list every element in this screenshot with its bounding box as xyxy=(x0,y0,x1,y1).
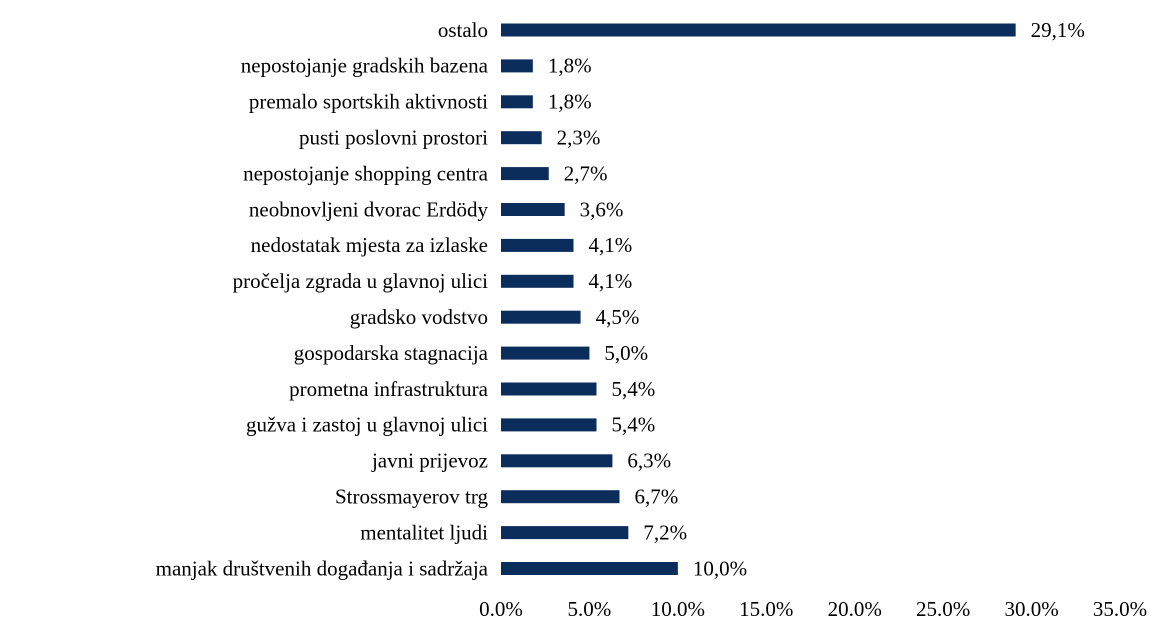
y-tick-label: prometna infrastruktura xyxy=(289,377,489,401)
y-tick-label: pročelja zgrada u glavnoj ulici xyxy=(233,269,489,293)
value-label: 4,1% xyxy=(589,233,633,257)
x-tick-label: 5.0% xyxy=(568,597,612,621)
bar xyxy=(501,310,581,324)
value-label: 10,0% xyxy=(693,556,747,580)
value-label: 6,3% xyxy=(627,449,671,473)
bar xyxy=(501,23,1016,37)
bar xyxy=(501,526,629,540)
y-tick-label: nedostatak mjesta za izlaske xyxy=(251,233,488,257)
bar xyxy=(501,562,678,575)
y-tick-label: premalo sportskih aktivnosti xyxy=(249,90,488,114)
value-label: 4,1% xyxy=(589,269,633,293)
bar xyxy=(501,490,620,504)
x-tick-label: 0.0% xyxy=(479,597,523,621)
value-label: 6,7% xyxy=(634,485,678,509)
y-tick-label: gužva i zastoj u glavnoj ulici xyxy=(246,413,488,437)
value-label: 29,1% xyxy=(1031,18,1085,42)
value-label: 5,0% xyxy=(604,341,648,365)
x-tick-label: 10.0% xyxy=(651,597,705,621)
value-label: 2,3% xyxy=(557,126,601,150)
x-tick-label: 20.0% xyxy=(828,597,882,621)
y-tick-label: manjak društvenih događanja i sadržaja xyxy=(156,556,489,580)
y-tick-label: mentalitet ljudi xyxy=(360,520,488,544)
bar xyxy=(501,203,565,216)
x-tick-label: 15.0% xyxy=(739,597,793,621)
y-tick-label: ostalo xyxy=(438,18,488,42)
bar xyxy=(501,59,533,73)
x-tick-label: 35.0% xyxy=(1093,597,1147,621)
value-label: 5,4% xyxy=(612,377,656,401)
bar xyxy=(501,346,590,360)
x-tick-label: 30.0% xyxy=(1004,597,1058,621)
bar xyxy=(501,454,613,468)
y-tick-label: Strossmayerov trg xyxy=(335,485,489,509)
bar xyxy=(501,382,597,396)
value-label: 5,4% xyxy=(612,413,656,437)
y-tick-label: gospodarska stagnacija xyxy=(294,341,489,365)
bar xyxy=(501,95,533,109)
bar xyxy=(501,274,574,288)
bar xyxy=(501,418,597,432)
y-tick-label: nepostojanje gradskih bazena xyxy=(241,54,489,78)
y-tick-label: nepostojanje shopping centra xyxy=(243,161,489,185)
value-label: 1,8% xyxy=(548,90,592,114)
bar xyxy=(501,167,549,181)
value-label: 7,2% xyxy=(643,520,687,544)
value-label: 2,7% xyxy=(564,161,608,185)
bar xyxy=(501,131,542,145)
value-label: 3,6% xyxy=(580,197,624,221)
bar xyxy=(501,238,574,252)
value-label: 1,8% xyxy=(548,54,592,78)
y-tick-label: gradsko vodstvo xyxy=(350,305,488,329)
y-tick-label: neobnovljeni dvorac Erdödy xyxy=(249,197,489,221)
y-tick-label: javni prijevoz xyxy=(371,449,488,473)
value-label: 4,5% xyxy=(596,305,640,329)
x-tick-label: 25.0% xyxy=(916,597,970,621)
y-tick-label: pusti poslovni prostori xyxy=(299,126,488,150)
